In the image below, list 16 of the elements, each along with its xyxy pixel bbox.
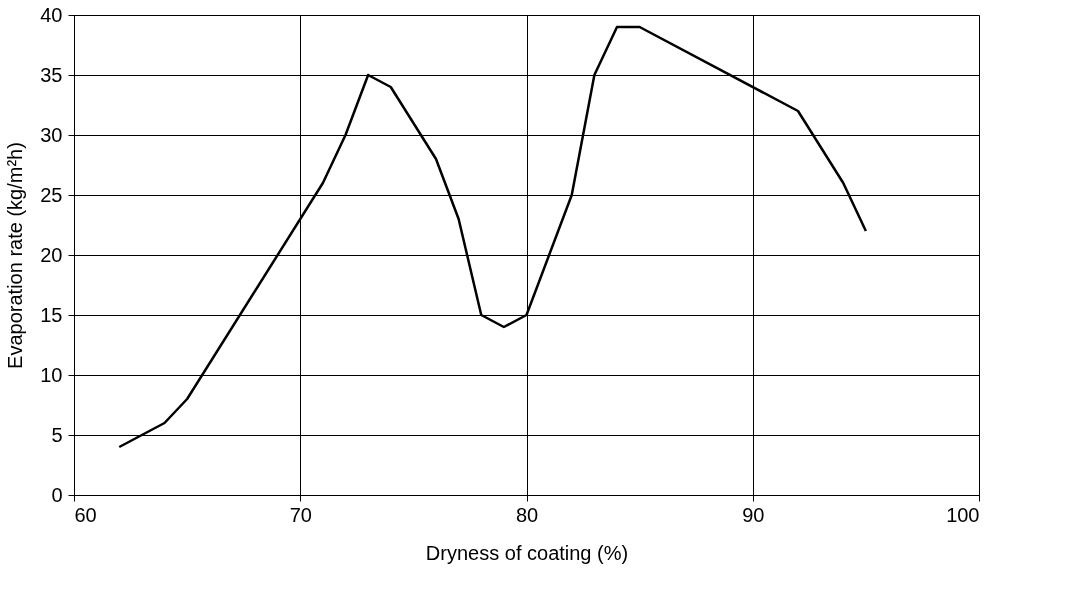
x-tick-label: 90 [742, 503, 765, 526]
y-tick-label: 10 [40, 363, 63, 386]
y-tick-label: 5 [51, 423, 63, 446]
x-axis-title: Dryness of coating (%) [425, 541, 629, 564]
y-tick-label: 0 [51, 483, 63, 506]
y-tick-label: 30 [40, 123, 63, 146]
y-tick-label: 25 [40, 183, 63, 206]
x-tick-label: 60 [74, 503, 97, 526]
x-tick-label: 100 [946, 503, 980, 526]
y-axis-title: Evaporation rate (kg/m²h) [4, 142, 27, 369]
x-tick-label: 80 [515, 503, 539, 526]
y-tick-label: 35 [40, 63, 63, 86]
y-tick-label: 40 [40, 3, 63, 26]
y-tick-label: 15 [40, 303, 63, 326]
y-tick-label: 20 [40, 243, 63, 266]
x-tick-label: 70 [289, 503, 312, 526]
